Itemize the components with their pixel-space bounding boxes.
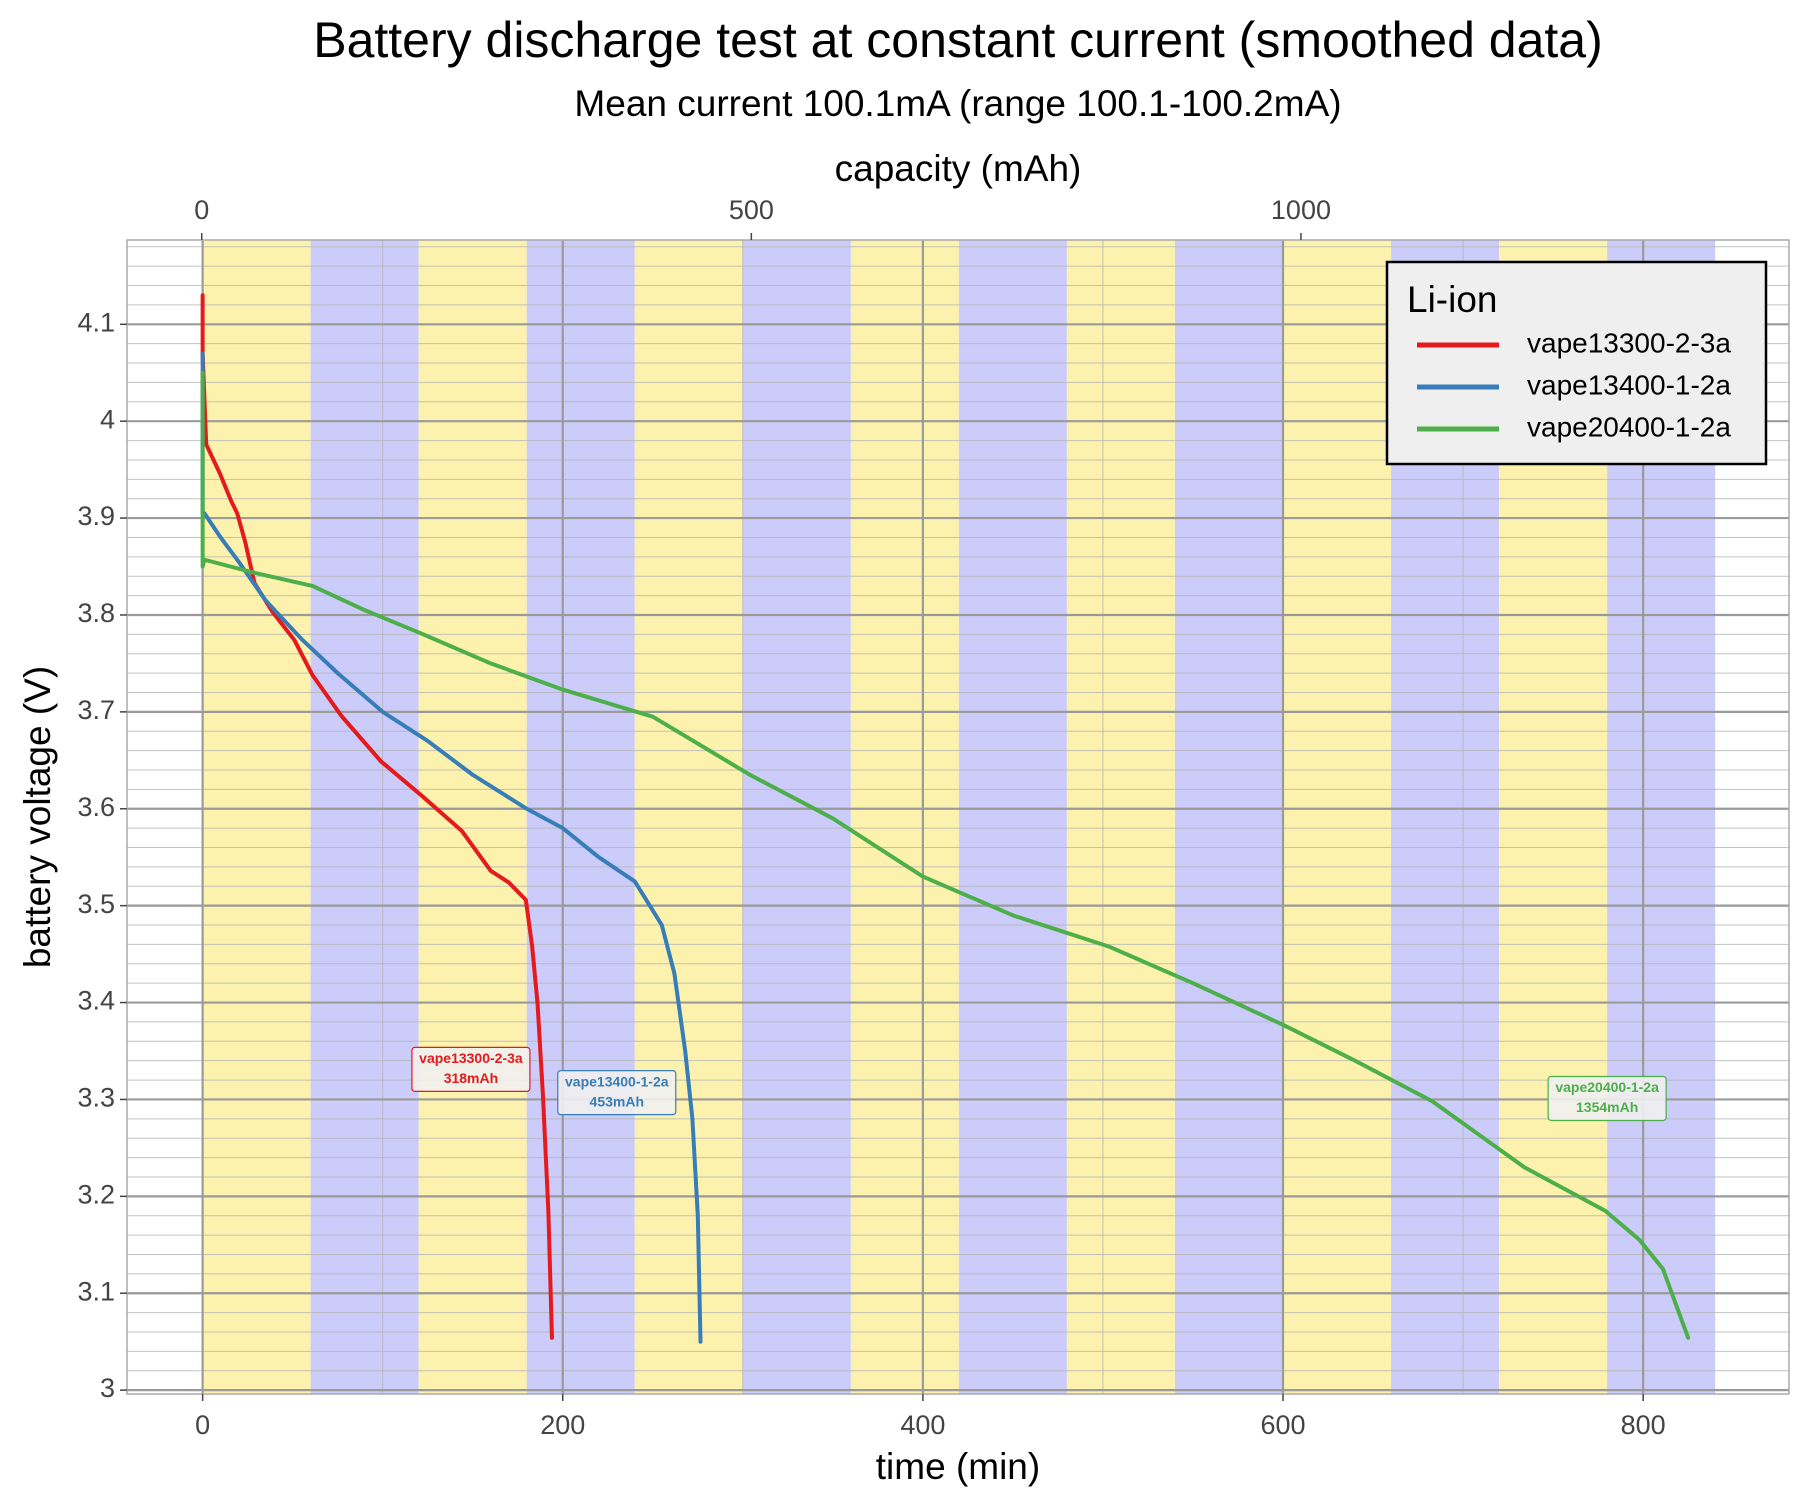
- annotation: vape13400-1-2a 453mAh: [557, 1070, 677, 1116]
- time-band: [1174, 240, 1284, 1394]
- chart-subtitle: Mean current 100.1mA (range 100.1-100.2m…: [574, 83, 1341, 124]
- time-band: [742, 240, 851, 1394]
- annotation-box: [1547, 1075, 1667, 1122]
- time-band: [850, 240, 959, 1394]
- x2-tick-label: 500: [729, 195, 774, 225]
- time-band: [634, 240, 743, 1394]
- annotation-box: [557, 1070, 677, 1116]
- chart-title: Battery discharge test at constant curre…: [313, 12, 1603, 68]
- y-tick-label: 3.1: [77, 1276, 115, 1306]
- annotation: vape13300-2-3a 318mAh: [411, 1046, 531, 1093]
- y-tick-label: 3.3: [77, 1083, 115, 1113]
- annotation-box: [411, 1046, 531, 1093]
- x-tick-label: 0: [195, 1410, 210, 1440]
- y-tick-label: 4: [100, 404, 115, 434]
- y-tick-label: 3.6: [77, 792, 115, 822]
- y-tick-label: 3.7: [77, 695, 115, 725]
- x-tick-label: 400: [900, 1410, 945, 1440]
- annotation-text: vape13400-1-2a: [565, 1073, 669, 1089]
- time-band: [1066, 240, 1175, 1394]
- time-band: [1283, 240, 1392, 1394]
- annotation-text: vape13300-2-3a: [419, 1050, 523, 1066]
- y-tick-label: 3.4: [77, 986, 115, 1016]
- x2-tick-label: 1000: [1271, 195, 1331, 225]
- annotation-text: 318mAh: [444, 1070, 498, 1086]
- legend-title: Li-ion: [1407, 279, 1498, 320]
- x-tick-label: 600: [1260, 1410, 1305, 1440]
- x-tick-label: 800: [1621, 1410, 1666, 1440]
- annotation-text: 1354mAh: [1576, 1099, 1638, 1115]
- x-tick-label: 200: [540, 1410, 585, 1440]
- x2-axis-title: capacity (mAh): [835, 148, 1082, 189]
- y-tick-label: 3.5: [77, 889, 115, 919]
- time-band: [202, 240, 311, 1394]
- series-line: [200, 370, 1691, 1340]
- x-axis-title: time (min): [876, 1446, 1040, 1487]
- y-tick-label: 3.2: [77, 1179, 115, 1209]
- legend-label: vape20400-1-2a: [1527, 411, 1731, 442]
- y-tick-label: 3.9: [77, 501, 115, 531]
- annotation: vape20400-1-2a 1354mAh: [1547, 1075, 1667, 1122]
- y-tick-label: 3: [100, 1373, 115, 1403]
- time-band: [958, 240, 1067, 1394]
- plot-border: [126, 239, 1790, 1395]
- legend: Li-ion vape13300-2-3a vape13400-1-2a vape20…: [1385, 260, 1768, 466]
- legend-label: vape13400-1-2a: [1527, 369, 1731, 400]
- x2-tick-label: 0: [194, 195, 209, 225]
- series-line: [200, 351, 703, 1344]
- y-tick-label: 4.1: [77, 307, 115, 337]
- y-axis-title: battery voltage (V): [17, 666, 58, 968]
- y-tick-label: 3.8: [77, 598, 115, 628]
- series-line: [200, 293, 554, 1340]
- annotation-text: vape20400-1-2a: [1555, 1079, 1659, 1095]
- legend-label: vape13300-2-3a: [1527, 327, 1731, 358]
- annotation-text: 453mAh: [590, 1093, 644, 1109]
- time-band: [418, 240, 527, 1394]
- time-band: [310, 240, 419, 1394]
